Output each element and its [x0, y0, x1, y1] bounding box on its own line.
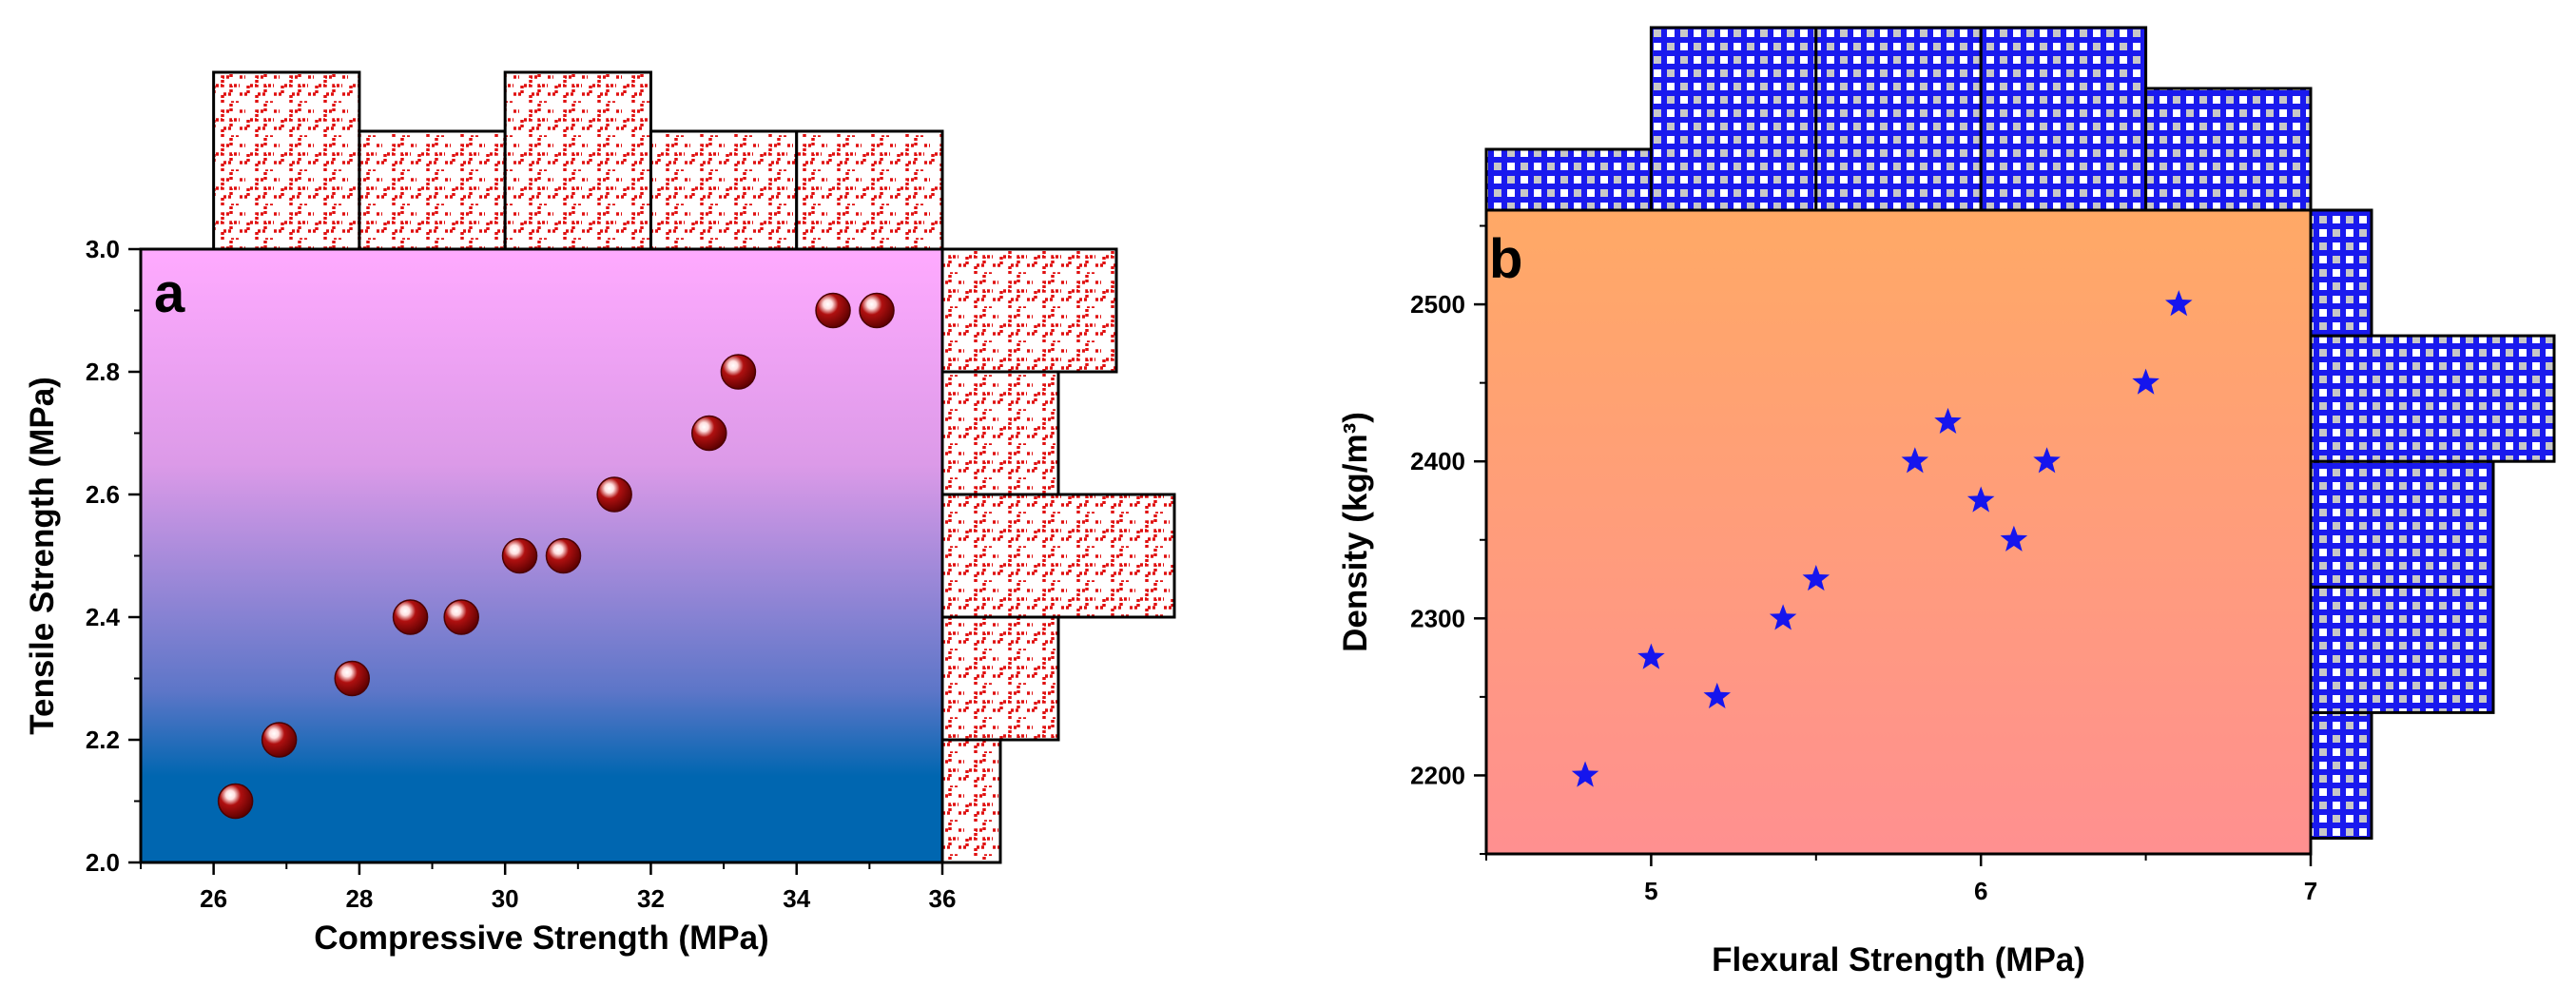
top-histogram-bar [358, 129, 507, 251]
data-point [545, 537, 582, 574]
top-histogram-bar [503, 70, 652, 251]
panel-b-x-axis-title: Flexural Strength (MPa) [1712, 941, 2085, 978]
panel-a-points [217, 292, 895, 820]
panel-b-right-histogram [2309, 208, 2556, 840]
x-tick-label: 26 [200, 884, 227, 913]
x-tick-label: 6 [1974, 877, 1987, 905]
data-point [392, 599, 429, 635]
data-point [596, 476, 632, 513]
data-point [1571, 761, 1599, 787]
data-point [859, 292, 895, 329]
panel-b-points [1571, 290, 2193, 787]
x-tick-label: 36 [929, 884, 957, 913]
data-point [1637, 643, 1665, 669]
top-histogram-bar [649, 129, 799, 251]
panel-a-top-histogram [212, 70, 944, 251]
right-histogram-bar [2309, 585, 2495, 714]
data-point [2165, 290, 2193, 317]
top-histogram-bar [795, 129, 944, 251]
right-histogram-bar [940, 247, 1118, 374]
data-point [334, 660, 370, 697]
data-point [217, 783, 254, 820]
right-histogram-bar [2309, 710, 2373, 840]
y-tick-label: 2.6 [86, 480, 120, 509]
top-histogram-bar [1814, 26, 1983, 212]
y-tick-label: 2300 [1410, 604, 1465, 632]
x-tick-label: 28 [345, 884, 373, 913]
y-tick-label: 3.0 [86, 235, 120, 263]
top-histogram-bar [2144, 87, 2313, 212]
data-point [2000, 525, 2028, 552]
top-histogram-bar [212, 70, 361, 251]
y-tick-label: 2.0 [86, 848, 120, 877]
y-tick-label: 2.4 [86, 603, 121, 631]
top-histogram-bar [1484, 147, 1653, 212]
panel-a-axes: 26 28 30 32 34 36 2.0 2.2 2.4 2.6 2.8 3.0 [86, 235, 957, 913]
panel-a-right-histogram [940, 247, 1176, 864]
panel-a-label: a [154, 262, 185, 324]
panel-b-y-axis-title: Density (kg/m³) [1337, 412, 1374, 652]
right-histogram-bar [940, 370, 1060, 496]
data-point [1769, 604, 1797, 630]
x-tick-label: 7 [2304, 877, 2317, 905]
data-point [1934, 407, 1962, 435]
data-point [1802, 565, 1830, 591]
panel-b-scatter-with-marginal-histograms: 5 6 7 2200 2300 2400 2500 b Flexural Strength … [1337, 26, 2556, 978]
panel-b-top-histogram [1484, 26, 2313, 212]
top-histogram-bar [1649, 26, 1818, 212]
panel-a-plot-area [139, 247, 944, 864]
right-histogram-bar [940, 738, 1002, 864]
data-point [691, 415, 727, 452]
x-tick-label: 30 [492, 884, 519, 913]
data-point [1966, 486, 1995, 513]
top-histogram-bar [1979, 26, 2148, 212]
panel-b-axes: 5 6 7 2200 2300 2400 2500 [1410, 224, 2317, 905]
right-histogram-bar [2309, 334, 2556, 463]
x-tick-label: 32 [637, 884, 665, 913]
data-point [2132, 368, 2160, 395]
panel-a-x-axis-title: Compressive Strength (MPa) [314, 920, 768, 957]
x-tick-label: 5 [1644, 877, 1657, 905]
y-tick-label: 2.8 [86, 358, 120, 386]
panel-b-label: b [1489, 228, 1522, 290]
y-tick-label: 2.2 [86, 726, 120, 754]
panel-b-plot-area [1484, 208, 2313, 856]
data-point [720, 354, 757, 390]
y-tick-label: 2400 [1410, 447, 1465, 475]
data-point [501, 537, 538, 574]
panel-a-y-axis-title: Tensile Strength (MPa) [24, 377, 61, 735]
right-histogram-bar [2309, 459, 2495, 589]
data-point [1703, 682, 1732, 709]
x-tick-label: 34 [783, 884, 810, 913]
panel-a-scatter-with-marginal-histograms: 26 28 30 32 34 36 2.0 2.2 2.4 2.6 2.8 3.0 a Compres… [24, 70, 1176, 957]
data-point [261, 722, 298, 758]
data-point [1901, 447, 1929, 474]
data-point [815, 292, 851, 329]
right-histogram-bar [940, 615, 1060, 742]
data-point [443, 599, 479, 635]
y-tick-label: 2500 [1410, 290, 1465, 319]
right-histogram-bar [940, 493, 1176, 619]
y-tick-label: 2200 [1410, 761, 1465, 789]
right-histogram-bar [2309, 208, 2373, 338]
data-point [2033, 447, 2061, 474]
